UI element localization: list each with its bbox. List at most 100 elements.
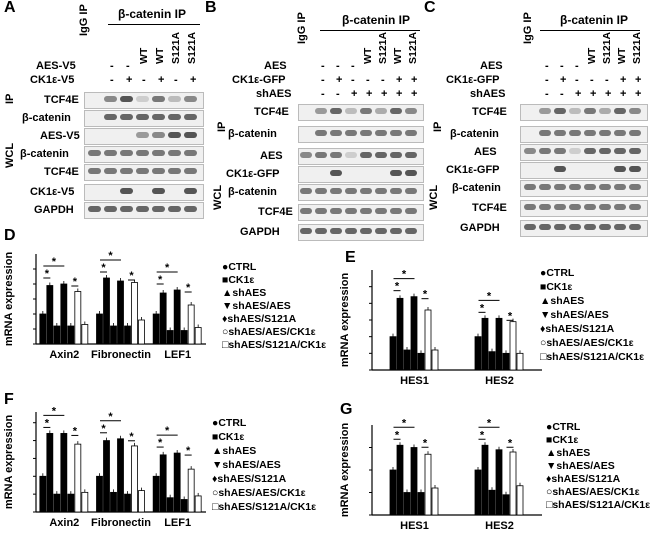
blot-band xyxy=(330,152,342,158)
sig-star: * xyxy=(423,289,428,301)
panel-label-b: B xyxy=(205,0,217,16)
bar xyxy=(474,336,482,371)
bar xyxy=(159,454,167,513)
condition-value: - xyxy=(321,88,325,100)
blot-band xyxy=(629,224,641,230)
blot-band xyxy=(88,168,101,174)
blot-band xyxy=(614,130,626,136)
legend-entry: ○shAES/AES/CK1ε xyxy=(540,337,634,349)
blot-band xyxy=(629,148,641,154)
category-label: LEF1 xyxy=(164,517,191,529)
sig-star: * xyxy=(508,437,513,449)
blot-band xyxy=(184,114,197,120)
bar xyxy=(516,352,524,371)
blot-row-label: β-catenin xyxy=(20,148,69,160)
blot-band xyxy=(569,184,581,190)
bar xyxy=(403,349,411,371)
blot-band xyxy=(120,150,133,156)
sig-star: * xyxy=(186,445,191,457)
condition-value: - xyxy=(560,60,564,72)
blot-band xyxy=(330,108,342,114)
blot-band xyxy=(360,208,372,214)
sig-star: * xyxy=(186,282,191,294)
blot-band xyxy=(168,168,181,174)
sig-star: * xyxy=(165,425,170,437)
blot-band xyxy=(569,204,581,210)
blot-band xyxy=(120,188,133,194)
condition-value: + xyxy=(620,74,627,86)
condition-value: - xyxy=(336,88,340,100)
blot-band xyxy=(345,208,357,214)
sig-star: * xyxy=(508,310,513,322)
blot-band xyxy=(315,188,327,194)
blot-band xyxy=(599,148,611,154)
blot-band xyxy=(375,108,387,114)
blot-row-label: TCF4E xyxy=(44,166,79,178)
bar xyxy=(495,317,503,371)
legend-entry: ▼shAES/AES xyxy=(540,309,609,321)
blot-band xyxy=(120,168,133,174)
blot-band xyxy=(152,206,165,212)
bar xyxy=(138,490,145,513)
legend-entry: ●CTRL xyxy=(212,417,247,429)
bar xyxy=(152,313,160,345)
bar xyxy=(187,304,195,345)
y-axis-label: mRNA expression xyxy=(3,252,15,347)
blot-band xyxy=(539,204,551,210)
legend-entry: ♦shAES/S121A xyxy=(212,473,287,485)
condition-value: - xyxy=(605,74,609,86)
sig-star: * xyxy=(487,290,492,302)
blot-band xyxy=(300,188,312,194)
condition-value: - xyxy=(560,88,564,100)
condition-value: - xyxy=(545,88,549,100)
condition-value: - xyxy=(321,60,325,72)
bar xyxy=(166,330,174,345)
condition-value: + xyxy=(351,88,358,100)
blot-band xyxy=(104,168,117,174)
blot-band xyxy=(345,188,357,194)
condition-value: + xyxy=(560,74,567,86)
panel-label-c: C xyxy=(424,0,436,16)
bar xyxy=(110,491,117,513)
blot-band xyxy=(405,152,417,158)
condition-value: + xyxy=(366,88,373,100)
blot-row-label: CK1ε-GFP xyxy=(226,168,280,180)
bar xyxy=(110,325,117,345)
bar xyxy=(410,296,418,371)
bar xyxy=(417,352,425,371)
blot-band xyxy=(168,96,181,102)
legend-entry: ●CTRL xyxy=(222,261,257,273)
blot-band xyxy=(152,168,165,174)
condition-value: + xyxy=(575,88,582,100)
blot-band xyxy=(584,130,596,136)
blot-band xyxy=(614,166,626,172)
condition-value: - xyxy=(545,74,549,86)
bar xyxy=(502,494,510,516)
bar xyxy=(481,444,489,516)
legend-entry: ○shAES/AES/CK1ε xyxy=(546,486,640,498)
blot-band xyxy=(539,130,551,136)
blot-row-label: GAPDH xyxy=(240,226,280,238)
sig-star: * xyxy=(52,405,57,417)
blot-band xyxy=(104,114,117,120)
blot-band xyxy=(184,150,197,156)
blot-band xyxy=(629,108,641,114)
bar xyxy=(509,321,517,371)
sig-star: * xyxy=(480,302,485,314)
bar xyxy=(46,433,54,513)
bar xyxy=(152,475,160,513)
legend-entry: ○shAES/AES/CK1ε xyxy=(212,487,306,499)
blot-band xyxy=(375,130,387,136)
blot-row-label: AES xyxy=(474,146,497,158)
blot-band xyxy=(599,184,611,190)
blot-row-label: TCF4E xyxy=(472,106,507,118)
sig-star: * xyxy=(402,269,407,281)
blot-band xyxy=(375,208,387,214)
blot-band xyxy=(554,148,566,154)
bar xyxy=(481,317,489,371)
blot-band xyxy=(152,188,165,194)
bar xyxy=(431,349,439,371)
bar xyxy=(74,291,82,345)
condition-value: + xyxy=(411,74,418,86)
sig-star: * xyxy=(52,256,57,268)
